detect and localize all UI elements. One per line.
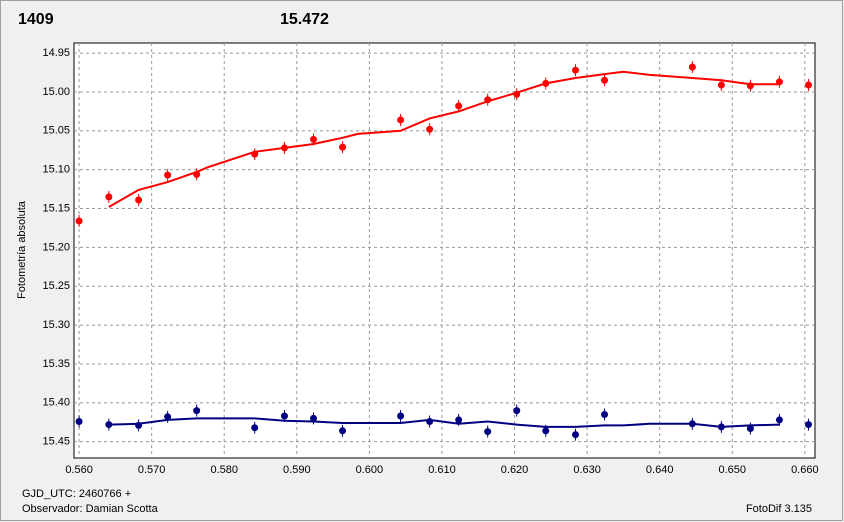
- data-point: [339, 143, 347, 151]
- y-tick-label: 15.00: [42, 86, 70, 98]
- data-point: [571, 431, 579, 439]
- y-tick-label: 15.30: [42, 319, 70, 331]
- data-point: [717, 81, 725, 89]
- data-point: [513, 407, 521, 415]
- x-tick-label: 0.650: [718, 464, 746, 476]
- data-point: [601, 410, 609, 418]
- data-point: [193, 407, 201, 415]
- data-point: [804, 81, 812, 89]
- data-point: [455, 416, 463, 424]
- data-point: [688, 63, 696, 71]
- data-point: [339, 427, 347, 435]
- data-point: [601, 76, 609, 84]
- footer-note: Observador: Damian Scotta: [22, 503, 159, 515]
- data-point: [571, 66, 579, 74]
- data-point: [484, 428, 492, 436]
- y-tick-label: 15.05: [42, 125, 70, 137]
- x-tick-label: 0.640: [646, 464, 674, 476]
- data-point: [746, 424, 754, 432]
- data-point: [397, 116, 405, 124]
- x-tick-label: 0.560: [65, 464, 93, 476]
- chart-title: 1409: [18, 11, 54, 28]
- data-point: [75, 217, 83, 225]
- y-tick-label: 15.45: [42, 436, 70, 448]
- fit-line: [108, 70, 780, 208]
- plot-area: [73, 42, 816, 459]
- y-tick-label: 15.40: [42, 397, 70, 409]
- fit-line: [108, 417, 780, 428]
- data-point: [804, 421, 812, 429]
- data-point: [280, 412, 288, 420]
- y-tick-label: 15.25: [42, 280, 70, 292]
- data-point: [105, 193, 113, 201]
- y-axis-label: Fotometría absoluta: [16, 200, 28, 299]
- y-tick-label: 14.95: [42, 47, 70, 59]
- data-point: [455, 102, 463, 110]
- data-point: [164, 171, 172, 179]
- x-tick-label: 0.570: [138, 464, 166, 476]
- y-tick-label: 15.20: [42, 241, 70, 253]
- data-point: [310, 414, 318, 422]
- data-point: [251, 424, 259, 432]
- data-point: [135, 196, 143, 204]
- data-point: [164, 413, 172, 421]
- data-point: [75, 417, 83, 425]
- data-point: [775, 416, 783, 424]
- x-tick-label: 0.580: [210, 464, 238, 476]
- x-tick-label: 0.590: [283, 464, 311, 476]
- x-tick-label: 0.600: [356, 464, 384, 476]
- x-tick-label: 0.660: [791, 464, 819, 476]
- data-point: [426, 125, 434, 133]
- chart-subtitle: 15.472: [280, 11, 329, 28]
- y-tick-label: 15.35: [42, 358, 70, 370]
- y-tick-label: 15.10: [42, 164, 70, 176]
- footer-note: FotoDif 3.135: [746, 503, 812, 515]
- data-point: [310, 135, 318, 143]
- x-tick-label: 0.630: [573, 464, 601, 476]
- data-point: [397, 412, 405, 420]
- y-tick-label: 15.15: [42, 202, 70, 214]
- data-point: [542, 427, 550, 435]
- x-tick-label: 0.610: [428, 464, 456, 476]
- x-tick-label: 0.620: [501, 464, 529, 476]
- footer-note: GJD_UTC: 2460766 +: [22, 488, 131, 500]
